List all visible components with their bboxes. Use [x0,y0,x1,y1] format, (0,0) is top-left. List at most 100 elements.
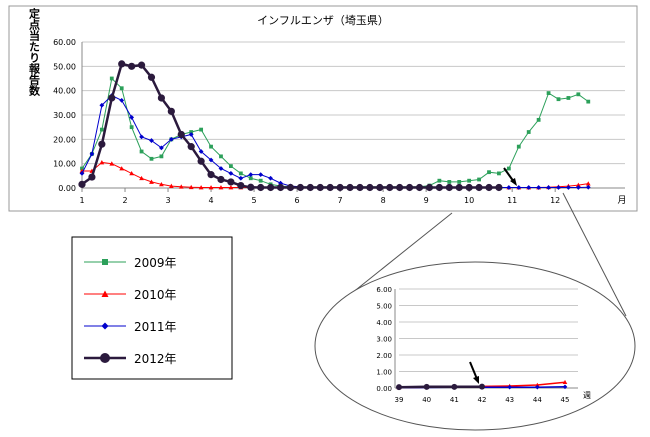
data-point [119,98,125,103]
inset-y-tick-label: 4.00 [376,319,392,327]
data-point [238,175,244,181]
data-point [546,91,551,95]
inset-data-point [479,383,485,390]
data-point [129,115,135,120]
data-point [128,62,136,70]
data-point [316,183,324,192]
data-point [157,94,166,102]
main-y-tick-label: 0.00 [58,184,76,193]
inset-series [396,379,568,391]
data-point [88,173,96,181]
data-point [178,184,184,189]
data-point [585,181,591,186]
inset-y-tick-label: 2.00 [376,352,392,360]
data-point [556,185,561,190]
data-point [229,164,233,168]
data-point [189,130,194,134]
data-point [415,183,424,192]
data-point [238,171,243,176]
data-point [218,185,224,190]
data-point [199,127,204,132]
main-x-tick-label: 2 [122,196,127,205]
data-point [346,183,354,192]
data-point [248,176,253,181]
main-arrow-annotation [503,167,517,186]
inset-data-point [535,384,540,390]
data-point [208,185,214,190]
data-point [556,97,561,102]
data-point [197,157,205,165]
data-point [137,61,146,69]
data-point [267,183,275,192]
legend-label: 2011年 [134,320,177,334]
data-point [198,149,204,154]
data-point [149,179,154,184]
data-point [336,183,344,192]
data-point [485,183,493,192]
data-point [228,185,234,190]
data-point [219,154,223,159]
legend-label: 2010年 [134,288,177,302]
inset-arrow-annotation [469,361,479,384]
main-y-tick-label: 40.00 [53,87,76,96]
data-point [159,145,164,151]
inset-data-point [562,379,568,385]
data-point [78,180,86,188]
data-point [376,183,384,192]
main-y-tick-label: 30.00 [53,111,76,120]
main-chart-frame [8,5,638,212]
main-chart-title: インフルエンザ（埼玉県） [257,13,389,27]
data-point [276,183,285,192]
inset-series-2012年 [396,383,485,391]
legend-marker [101,290,109,297]
data-point [455,183,463,192]
data-point [526,185,532,190]
data-point [80,166,84,171]
data-point [487,170,491,175]
data-point [585,184,591,190]
inset-y-tick-label: 1.00 [376,369,392,377]
data-point [278,180,283,186]
inset-series-line [398,385,483,389]
data-point [566,96,571,100]
data-point [237,181,245,190]
inset-data-point [396,384,402,391]
zoom-connector-left [351,212,453,294]
data-point [108,94,116,102]
data-point [217,175,225,184]
data-point [286,183,295,192]
data-point [149,138,154,143]
inset-data-point [507,384,512,390]
inset-x-tick-label: 40 [422,396,431,404]
data-point [465,183,473,192]
data-point [477,177,481,182]
legend-label: 2012年 [134,352,177,366]
data-point [566,185,571,190]
data-point [576,92,581,97]
data-point [198,185,204,190]
data-point [457,180,462,184]
data-point [188,132,194,137]
legend-marker [102,259,108,265]
data-point [247,183,255,191]
series-2012年 [78,60,503,192]
inset-x-tick-label: 44 [533,396,542,404]
inset-grid [399,288,578,372]
data-point [227,178,235,186]
data-point [575,182,581,187]
data-point [257,183,265,192]
legend-label: 2009年 [134,256,177,270]
inset-data-point [562,384,568,390]
main-x-tick-label: 3 [165,196,170,205]
main-x-tick-label: 1 [79,196,84,205]
data-point [98,140,106,148]
data-point [139,149,144,154]
data-point [546,185,551,190]
data-point [506,166,511,171]
data-point [159,154,164,159]
main-x-tick-label: 7 [338,196,343,205]
inset-data-point [535,382,540,387]
main-y-tick-label: 50.00 [53,62,76,71]
zoom-connector-right [562,192,627,317]
